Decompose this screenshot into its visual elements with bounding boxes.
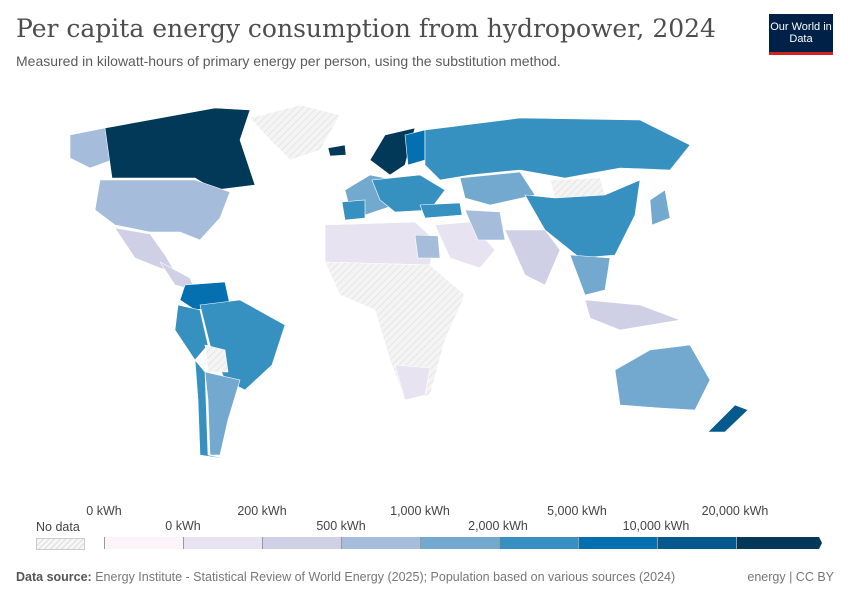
legend-bin[interactable] [578,537,657,549]
region-russia[interactable] [424,117,691,181]
region-sub-saharan-africa[interactable] [324,261,466,401]
region-southeast-asia[interactable] [569,254,611,296]
region-iceland[interactable] [327,144,347,157]
legend-bin[interactable] [657,537,736,549]
chart-subtitle: Measured in kilowatt-hours of primary en… [16,53,561,69]
region-usa[interactable] [94,179,231,241]
region-peru[interactable] [174,304,209,361]
legend-label: 5,000 kWh [547,504,607,518]
source-label: Data source: [16,570,92,584]
region-china[interactable] [524,179,641,259]
legend-label: 0 kWh [165,519,201,533]
region-south-africa[interactable] [394,364,431,401]
footer-source: Data source: Energy Institute - Statisti… [16,570,675,584]
region-iberia[interactable] [341,199,366,221]
region-japan[interactable] [649,189,671,226]
region-new-zealand[interactable] [707,404,749,433]
region-argentina[interactable] [204,371,241,456]
legend-label: 200 kWh [237,504,287,518]
legend-label: 500 kWh [316,519,366,533]
legend-no-data-label: No data [36,520,80,534]
world-map[interactable] [0,95,850,475]
region-indonesia[interactable] [584,299,682,331]
legend-bin[interactable] [420,537,499,549]
legend-bin[interactable] [499,537,578,549]
region-alaska[interactable] [69,127,113,169]
legend-label: 2,000 kWh [468,519,528,533]
source-text[interactable]: Energy Institute - Statistical Review of… [95,570,676,584]
region-canada[interactable] [104,107,256,191]
legend-color-bins [104,537,815,549]
legend-label: 1,000 kWh [390,504,450,518]
region-mongolia[interactable] [549,177,606,199]
region-bolivia[interactable] [204,344,229,373]
footer-license[interactable]: energy | CC BY [747,570,834,584]
legend-label: 10,000 kWh [622,519,690,533]
region-iran[interactable] [464,209,506,241]
region-turkey[interactable] [419,202,463,219]
logo-text: Our World in Data [770,21,832,45]
region-australia[interactable] [614,344,711,411]
legend-bin[interactable] [104,537,183,549]
chart-title: Per capita energy consumption from hydro… [16,14,716,43]
region-india[interactable] [504,229,561,286]
legend-bin[interactable] [736,537,815,549]
region-finland[interactable] [404,129,426,166]
legend-bin[interactable] [262,537,341,549]
legend-label: 0 kWh [86,504,122,518]
region-greenland[interactable] [249,104,341,161]
region-kazakhstan[interactable] [459,171,536,206]
legend-no-data-swatch [36,538,85,550]
legend-label: 20,000 kWh [701,504,769,518]
legend-bin[interactable] [341,537,420,549]
legend-arrow-icon [814,537,822,549]
owid-logo[interactable]: Our World in Data [769,14,833,55]
legend-bin[interactable] [183,537,262,549]
region-chile[interactable] [194,359,233,461]
region-egypt[interactable] [414,234,441,259]
